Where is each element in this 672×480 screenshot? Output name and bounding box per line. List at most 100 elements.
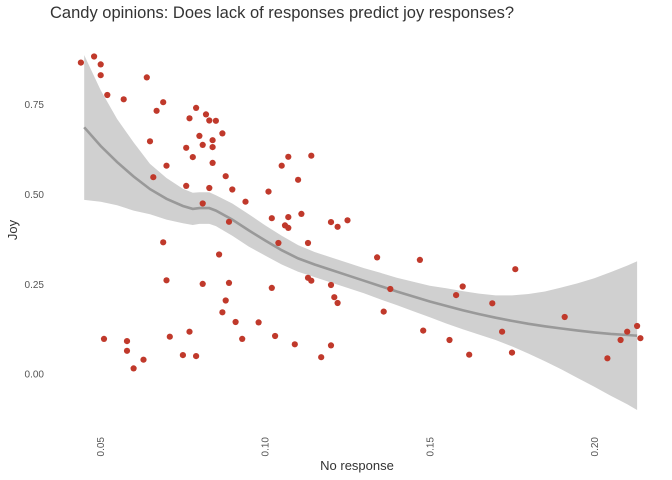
- data-point: [123, 347, 131, 354]
- data-point: [123, 338, 131, 345]
- data-point: [453, 292, 460, 299]
- data-point: [163, 277, 170, 284]
- data-point: [163, 162, 170, 169]
- data-point: [604, 355, 611, 362]
- data-point: [374, 254, 381, 261]
- data-point: [466, 351, 473, 358]
- data-point: [318, 354, 325, 361]
- x-axis-ticks: 0.05 0.10 0.15 0.20: [96, 437, 601, 457]
- data-point: [380, 308, 387, 315]
- data-point: [512, 266, 519, 273]
- data-point: [199, 280, 206, 287]
- data-point: [331, 294, 338, 301]
- data-point: [446, 336, 453, 344]
- data-point: [199, 141, 206, 148]
- chart-title: Candy opinions: Does lack of responses p…: [50, 4, 515, 22]
- data-point: [160, 99, 167, 106]
- data-point: [285, 153, 292, 160]
- data-point: [291, 341, 298, 348]
- data-point: [216, 251, 223, 258]
- data-point: [225, 218, 233, 225]
- data-point: [196, 132, 203, 139]
- data-point: [222, 297, 229, 304]
- data-point: [225, 279, 233, 286]
- data-point: [97, 61, 104, 68]
- data-point: [304, 239, 312, 247]
- data-point: [219, 309, 226, 316]
- data-point: [344, 217, 351, 224]
- data-point: [272, 332, 279, 340]
- data-point: [285, 224, 292, 231]
- data-point: [183, 182, 190, 189]
- data-point: [459, 283, 466, 290]
- data-point: [327, 342, 335, 349]
- data-point: [199, 200, 206, 207]
- data-point: [179, 352, 186, 359]
- data-point: [140, 356, 147, 363]
- data-point: [202, 111, 210, 118]
- data-point: [206, 184, 213, 192]
- y-tick-label: 0.75: [25, 100, 45, 111]
- data-point: [387, 285, 394, 293]
- confidence-ribbon-layer: [84, 55, 638, 410]
- data-point: [130, 365, 137, 372]
- x-tick-label: 0.10: [261, 437, 272, 457]
- data-point: [275, 239, 282, 247]
- data-point: [278, 162, 285, 169]
- data-point: [265, 188, 272, 195]
- data-point: [160, 239, 167, 246]
- data-point: [206, 117, 213, 124]
- data-point: [255, 319, 262, 326]
- data-point: [232, 318, 239, 326]
- data-point: [222, 173, 229, 180]
- data-point: [489, 300, 496, 307]
- data-point: [416, 256, 423, 263]
- data-point: [624, 328, 631, 335]
- data-point: [499, 328, 506, 335]
- y-tick-label: 0.50: [25, 190, 45, 201]
- data-point: [77, 59, 84, 66]
- data-point: [97, 72, 104, 79]
- data-point: [104, 91, 111, 99]
- confidence-ribbon: [84, 55, 638, 410]
- data-point: [295, 176, 302, 183]
- data-point: [420, 327, 427, 334]
- data-point: [146, 138, 154, 145]
- data-point: [91, 53, 98, 60]
- data-point: [634, 322, 641, 330]
- y-tick-label: 0.00: [25, 370, 45, 381]
- data-point: [153, 107, 160, 114]
- y-tick-label: 0.25: [25, 280, 45, 291]
- y-axis-ticks: 0.00 0.25 0.50 0.75: [25, 100, 45, 380]
- data-point: [120, 96, 127, 103]
- data-point: [561, 313, 568, 321]
- smooth-line-layer: [83, 126, 638, 337]
- y-axis-title: Joy: [5, 219, 20, 240]
- data-point: [334, 299, 341, 307]
- data-point: [193, 353, 200, 360]
- data-point: [186, 328, 193, 335]
- data-point: [285, 214, 292, 221]
- data-point: [150, 174, 157, 181]
- data-point: [209, 159, 216, 166]
- data-point: [100, 335, 108, 342]
- data-point: [242, 198, 249, 205]
- data-point: [308, 277, 315, 284]
- x-tick-label: 0.20: [590, 437, 601, 457]
- data-point: [637, 335, 644, 342]
- x-axis-title: No response: [320, 458, 394, 473]
- data-point: [327, 281, 335, 289]
- data-point: [327, 219, 335, 226]
- smooth-trend-line: [83, 126, 638, 337]
- data-point: [186, 115, 193, 122]
- data-point: [298, 210, 305, 217]
- data-point: [209, 137, 216, 144]
- data-point: [212, 117, 219, 124]
- data-point: [209, 144, 216, 151]
- data-point: [166, 333, 173, 340]
- data-point: [617, 336, 624, 344]
- data-point: [219, 130, 226, 137]
- data-point: [193, 104, 200, 111]
- data-point: [268, 215, 275, 222]
